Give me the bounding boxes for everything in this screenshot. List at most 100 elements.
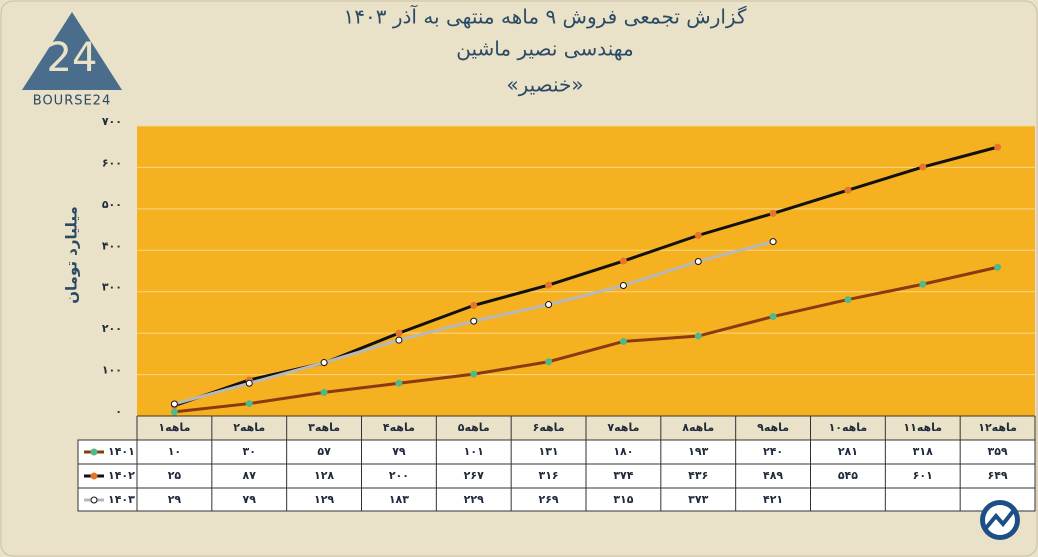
table-value: ۲۰۰ xyxy=(389,469,409,482)
table-value: ۳۱۵ xyxy=(613,493,633,506)
point xyxy=(694,257,702,265)
logo: 24 BOURSE24 xyxy=(22,12,122,109)
table-value: ۲۴۰ xyxy=(763,445,783,458)
point xyxy=(245,400,253,408)
table-value: ۱۳۱ xyxy=(539,445,559,458)
point xyxy=(619,337,627,345)
table-value: ۲۹ xyxy=(168,493,182,506)
point xyxy=(769,209,777,217)
point xyxy=(994,263,1002,271)
series-line xyxy=(174,265,998,414)
icon xyxy=(980,500,1020,540)
logo-mark: 24 xyxy=(47,35,98,81)
table-value: ۸۷ xyxy=(243,469,257,482)
point xyxy=(619,257,627,265)
legend-marker xyxy=(90,448,98,456)
point xyxy=(320,359,328,367)
table-value: ۳۵۹ xyxy=(988,445,1008,458)
x-tick-label: ۵ماهه xyxy=(458,421,490,434)
y-tick-label: ۲۰۰ xyxy=(102,322,122,335)
table-value: ۶۰۱ xyxy=(913,469,933,482)
point xyxy=(470,370,478,378)
point xyxy=(994,143,1002,151)
chart-symbol: «خنصیر» xyxy=(506,73,583,97)
x-tick-label: ۱۱ماهه xyxy=(903,421,942,434)
point xyxy=(245,379,253,387)
x-tick-label: ۳ماهه xyxy=(308,421,340,434)
x-tick-label: ۸ماهه xyxy=(682,421,714,434)
point xyxy=(170,408,178,416)
point xyxy=(844,296,852,304)
table-value: ۱۸۰ xyxy=(613,445,633,458)
y-axis-title: میلیارد تومان xyxy=(63,206,81,304)
x-tick-label: ۲ماهه xyxy=(233,421,265,434)
x-tick-label: ۹ماهه xyxy=(757,421,789,434)
y-tick-label: ۷۰۰ xyxy=(102,115,122,128)
table-value: ۴۳۶ xyxy=(688,469,708,482)
table-value: ۲۶۹ xyxy=(539,493,559,506)
x-tick-label: ۱۲ماهه xyxy=(978,421,1017,434)
point xyxy=(545,358,553,366)
table-value: ۴۸۹ xyxy=(763,469,783,482)
point xyxy=(320,388,328,396)
point xyxy=(769,313,777,321)
x-tick-label: ۱ماهه xyxy=(158,421,190,434)
logo-text: BOURSE24 xyxy=(33,94,111,109)
point xyxy=(395,379,403,387)
table-value: ۱۰۱ xyxy=(464,445,484,458)
table-value: ۷۹ xyxy=(392,445,406,458)
x-tick-label: ۶ماهه xyxy=(533,421,565,434)
point xyxy=(694,332,702,340)
point xyxy=(395,329,403,337)
table-value: ۳۷۳ xyxy=(688,493,708,506)
table-value: ۲۸۱ xyxy=(838,445,858,458)
table-value: ۲۶۷ xyxy=(464,469,484,482)
point xyxy=(170,400,178,408)
table-value: ۷۹ xyxy=(243,493,257,506)
x-tick-label: ۷ماهه xyxy=(607,421,639,434)
legend-label: ۱۴۰۱ xyxy=(108,445,135,458)
table-value: ۳۱۸ xyxy=(913,445,933,458)
y-tick-label: ۳۰۰ xyxy=(102,281,122,294)
table-value: ۱۹۳ xyxy=(688,445,708,458)
point xyxy=(470,301,478,309)
legend-label: ۱۴۰۳ xyxy=(108,493,135,506)
table-value: ۳۱۶ xyxy=(539,469,559,482)
table-value: ۱۲۸ xyxy=(314,469,334,482)
point xyxy=(545,281,553,289)
point xyxy=(619,282,627,289)
x-tick-label: ۱۰ماهه xyxy=(829,421,868,434)
table-value: ۲۲۹ xyxy=(464,493,484,506)
point xyxy=(545,301,553,309)
point xyxy=(470,317,478,325)
table-value: ۲۵ xyxy=(168,469,182,482)
chart-title: گزارش تجمعی فروش ۹ ماهه منتهی به آذر ۱۴۰… xyxy=(344,4,747,29)
point xyxy=(919,280,927,288)
legend-marker xyxy=(90,496,98,504)
y-tick-label: ۴۰۰ xyxy=(102,239,122,252)
table-value: ۵۷ xyxy=(317,445,331,458)
table-value: ۵۴۵ xyxy=(838,469,858,482)
table-value: ۳۷۴ xyxy=(613,469,633,482)
table-value: ۱۰ xyxy=(168,445,181,458)
table-body xyxy=(77,439,1036,512)
legend-label: ۱۴۰۲ xyxy=(108,469,135,482)
point xyxy=(919,163,927,171)
y-tick-label: ۶۰۰ xyxy=(102,156,122,169)
table-value: ۱۸۳ xyxy=(389,493,409,506)
point xyxy=(694,231,702,239)
x-tick-label: ۴ماهه xyxy=(383,421,415,434)
point xyxy=(844,186,852,194)
legend-marker xyxy=(90,472,98,480)
y-tick-label: ۵۰۰ xyxy=(102,198,122,211)
y-tick-label: ۰ xyxy=(115,405,122,418)
chart-subtitle: مهندسی نصیر ماشین xyxy=(456,37,633,61)
point xyxy=(769,238,777,246)
table-value: ۶۴۹ xyxy=(988,469,1008,482)
table-value: ۴۲۱ xyxy=(763,493,783,506)
table-value: ۱۲۹ xyxy=(314,493,334,506)
y-tick-label: ۱۰۰ xyxy=(102,364,122,377)
point xyxy=(395,336,403,344)
